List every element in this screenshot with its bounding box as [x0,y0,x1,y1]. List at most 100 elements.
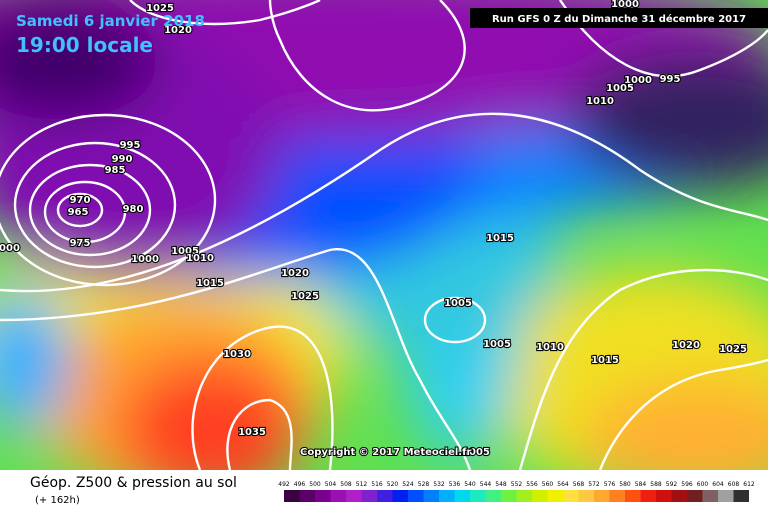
legend-tick-label: 592 [666,481,678,488]
isobar-label: 1005 [171,246,199,257]
legend-swatch [299,490,315,502]
legend-tick-label: 572 [588,481,600,488]
legend-swatch [656,490,672,502]
isobar-label: 980 [123,204,144,215]
legend-swatch [284,490,300,502]
legend-tick-label: 536 [449,481,461,488]
legend-swatch [408,490,424,502]
isobar-label: 1000 [611,0,639,10]
legend-swatch [346,490,362,502]
forecast-date: Samedi 6 janvier 2018 [16,12,205,30]
isobar-label: 1000 [624,75,652,86]
isobar-label: 1010 [536,342,564,353]
isobar-label: 1015 [591,355,619,366]
legend-tick-label: 564 [557,481,569,488]
legend-tick-label: 604 [712,481,724,488]
isobar-label: 1025 [291,291,319,302]
legend-swatch [733,490,749,502]
run-info: Run GFS 0 Z du Dimanche 31 décembre 2017 [492,13,746,25]
isobar-label: 1000 [0,243,20,254]
legend-tick-label: 580 [619,481,631,488]
legend-swatch [439,490,455,502]
isobar-label: 1020 [281,268,309,279]
copyright: Copyright © 2017 Meteociel.fr [300,447,471,458]
legend-swatch [671,490,687,502]
legend-tick-label: 504 [325,481,337,488]
isobar-label: 1020 [672,340,700,351]
footer-lead: (+ 162h) [35,495,80,506]
isobar-label: 1020 [164,25,192,36]
legend-swatch [640,490,656,502]
isobar-label: 990 [112,154,133,165]
legend-swatch [547,490,563,502]
isobar-label: 985 [105,165,126,176]
isobar-label: 1010 [186,253,214,264]
legend-tick-label: 496 [294,481,306,488]
legend-swatch [423,490,439,502]
isobar-label: 1015 [196,278,224,289]
legend-tick-label: 524 [402,481,414,488]
legend-tick-label: 612 [743,481,755,488]
legend-tick-label: 528 [418,481,430,488]
legend-swatch [516,490,532,502]
legend-tick-label: 516 [371,481,383,488]
legend-tick-label: 552 [511,481,523,488]
legend-tick-label: 492 [278,481,290,488]
isobar-label: 1035 [238,427,266,438]
isobar-label: 995 [120,140,141,151]
legend-tick-label: 544 [480,481,492,488]
isobar-label: 975 [70,238,91,249]
legend-tick-label: 520 [387,481,399,488]
legend-swatch [625,490,641,502]
legend-swatch [485,490,501,502]
legend-tick-label: 500 [309,481,321,488]
run-box [470,8,768,28]
legend-swatch [392,490,408,502]
legend-tick-label: 532 [433,481,445,488]
legend-swatch [377,490,393,502]
isobar-label: 1010 [586,96,614,107]
legend-tick-label: 576 [604,481,616,488]
field: 1025102099599098597096598097510001000100… [0,0,768,500]
isobar-label: 995 [660,74,681,85]
legend-tick-label: 568 [573,481,585,488]
isobar-label: 1030 [223,349,251,360]
legend-tick-label: 540 [464,481,476,488]
legend-swatch [563,490,579,502]
legend: 492 496 500 504 508 512 516 520 524 528 532 536 540 5… [278,481,755,502]
isobar-label: 1025 [719,344,747,355]
legend-swatch [532,490,548,502]
legend-swatch [578,490,594,502]
legend-swatch [470,490,486,502]
legend-tick-label: 560 [542,481,554,488]
isobar-label: 1015 [486,233,514,244]
legend-tick-label: 600 [697,481,709,488]
isobar-label: 1005 [462,447,490,458]
legend-tick-label: 588 [650,481,662,488]
isobar-label: 1005 [444,298,472,309]
legend-tick-label: 556 [526,481,538,488]
legend-tick-label: 608 [728,481,740,488]
legend-tick-label: 548 [495,481,507,488]
legend-swatch [594,490,610,502]
isobar-label: 1005 [606,83,634,94]
isobar-label: 970 [70,195,91,206]
legend-tick-label: 584 [635,481,647,488]
forecast-time: 19:00 locale [16,33,153,57]
legend-swatch [501,490,517,502]
legend-swatch [687,490,703,502]
legend-swatch [315,490,331,502]
isobar-label: 1005 [483,339,511,350]
legend-swatch [718,490,734,502]
legend-tick-label: 512 [356,481,368,488]
legend-swatch [361,490,377,502]
legend-swatch [330,490,346,502]
legend-tick-label: 596 [681,481,693,488]
legend-tick-label: 508 [340,481,352,488]
legend-swatch [609,490,625,502]
legend-swatch [454,490,470,502]
isobar-label: 965 [68,207,89,218]
footer-title: Géop. Z500 & pression au sol [30,475,237,491]
